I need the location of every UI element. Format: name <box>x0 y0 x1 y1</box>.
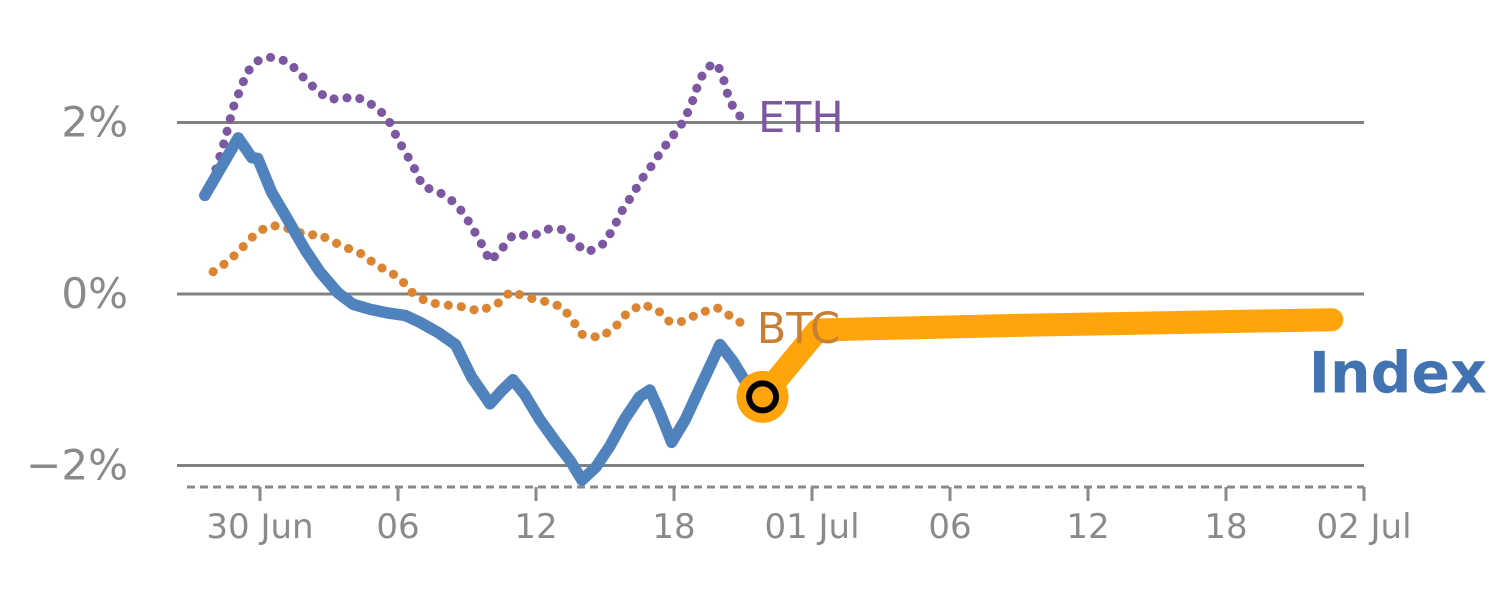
last-point-marker <box>746 380 780 414</box>
y-tick-label: 2% <box>61 98 128 147</box>
btc-series-label: BTC <box>757 304 840 354</box>
index-series-label: Index <box>1309 341 1487 407</box>
y-tick-label: 0% <box>61 269 128 318</box>
x-tick-label: 02 Jul <box>1316 507 1411 547</box>
x-tick-label: 30 Jun <box>206 507 313 547</box>
eth-series-label: ETH <box>758 93 844 143</box>
x-tick-label: 18 <box>1204 507 1247 547</box>
btc-series-line <box>208 220 752 343</box>
x-tick-label: 06 <box>376 507 419 547</box>
x-tick-label: 12 <box>514 507 557 547</box>
index-live-series-line <box>751 308 1344 409</box>
x-tick-label: 01 Jul <box>764 507 859 547</box>
eth-series-line <box>202 52 748 266</box>
y-tick-label: −2% <box>26 441 128 490</box>
x-tick-label: 12 <box>1066 507 1109 547</box>
x-tick-label: 18 <box>652 507 695 547</box>
index-series-line <box>199 132 769 486</box>
x-tick-label: 06 <box>928 507 971 547</box>
